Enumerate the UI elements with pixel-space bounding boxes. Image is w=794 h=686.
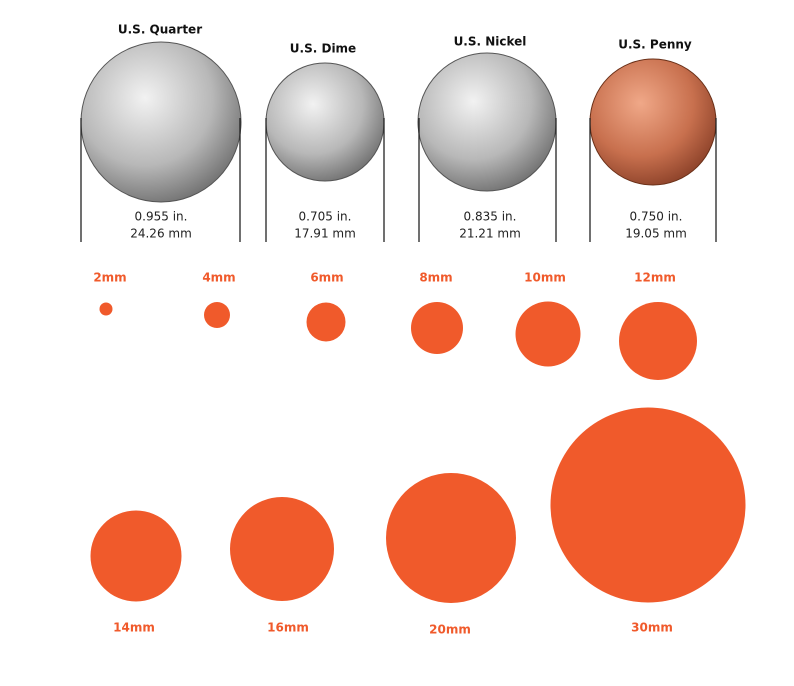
coin-mm: 19.05 mm — [625, 227, 687, 241]
size-label: 6mm — [310, 271, 343, 285]
coin-name: U.S. Penny — [618, 38, 692, 52]
size-circle — [230, 497, 334, 601]
coin-mm: 17.91 mm — [294, 227, 356, 241]
size-label: 10mm — [524, 271, 566, 285]
coin-inches: 0.705 in. — [299, 210, 352, 224]
size-circle — [386, 473, 516, 603]
size-circle — [99, 302, 113, 316]
size-label: 2mm — [93, 271, 126, 285]
size-circle — [619, 302, 697, 380]
size-label: 16mm — [267, 621, 309, 635]
size-label: 12mm — [634, 271, 676, 285]
nickel-coin — [417, 52, 557, 192]
size-label: 30mm — [631, 621, 673, 635]
size-label: 14mm — [113, 621, 155, 635]
size-circle — [550, 407, 746, 603]
coin-name: U.S. Quarter — [118, 23, 202, 37]
size-circle — [515, 301, 581, 367]
size-label: 20mm — [429, 623, 471, 637]
coin-inches: 0.955 in. — [135, 210, 188, 224]
size-label: 8mm — [419, 271, 452, 285]
coin-name: U.S. Dime — [290, 42, 356, 56]
size-circle — [90, 510, 182, 602]
coin-inches: 0.750 in. — [630, 210, 683, 224]
coin-mm: 24.26 mm — [130, 227, 192, 241]
size-circle — [306, 302, 346, 342]
quarter-coin — [80, 41, 242, 203]
coin-mm: 21.21 mm — [459, 227, 521, 241]
coins: U.S. Quarter U.S. Dime U.S. Nickel U.S. … — [80, 23, 717, 242]
size-circle — [411, 302, 463, 354]
size-circle — [204, 302, 230, 328]
coin-name: U.S. Nickel — [454, 35, 527, 49]
coin-inches: 0.835 in. — [464, 210, 517, 224]
penny-coin — [589, 58, 717, 186]
size-label: 4mm — [202, 271, 235, 285]
dime-coin — [265, 62, 385, 182]
